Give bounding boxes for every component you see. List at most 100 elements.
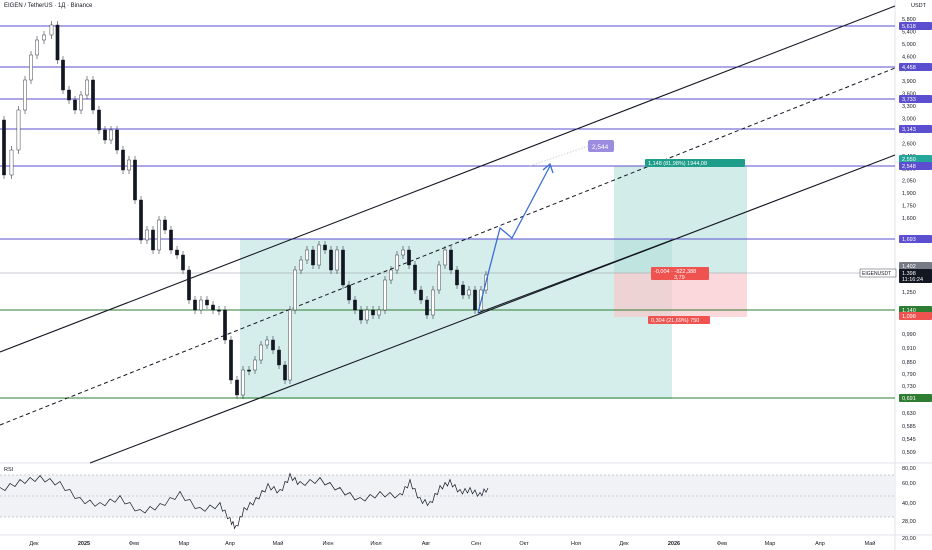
candle-body (265, 339, 269, 346)
price-level-badge-text: 2,550 (902, 157, 916, 163)
candle-body (42, 34, 46, 41)
candle-body (115, 129, 119, 151)
candle-body (139, 199, 143, 241)
price-level-badge (899, 312, 932, 320)
candle-body (277, 349, 281, 366)
symbol-title[interactable]: EIGEN / TetherUS · 1Д · Binance (4, 3, 93, 9)
price-tick-label: 3,600 (902, 92, 916, 98)
candle-body (401, 249, 405, 256)
price-level-badge (899, 275, 932, 283)
price-level-badge (899, 394, 932, 402)
price-tick-label: 0,630 (902, 411, 916, 417)
price-tick-label: 0,790 (902, 372, 916, 378)
projection-arrow (477, 145, 589, 314)
candle-body (145, 229, 149, 241)
rsi-title: RSI (4, 467, 14, 473)
candle-body (199, 299, 203, 311)
candle-body (323, 244, 327, 251)
candle-body (443, 249, 447, 266)
symbol-badge-text: EIGENUSDT (862, 271, 891, 277)
channel-lower-line (89, 154, 896, 464)
candle-body (317, 244, 321, 266)
price-tick-label: 4,600 (902, 54, 916, 60)
target-leader-line (529, 145, 589, 167)
candle-body (16, 109, 21, 151)
candle-body (163, 219, 167, 231)
candle-body (341, 249, 345, 286)
price-level-badge-text: 2,548 (902, 164, 916, 170)
target-badge (588, 140, 614, 152)
price-tick-label: 1,900 (902, 191, 916, 197)
symbol-badge (859, 268, 897, 278)
price-tick-label: 1,600 (902, 216, 916, 222)
price-tick-label: 0,910 (902, 346, 916, 352)
candle-body (181, 254, 185, 271)
target-badge-text: 2,544 (592, 144, 609, 151)
candle-body (437, 264, 441, 291)
candle-body (211, 304, 215, 311)
price-level-badge-text: 11:16:24 (902, 277, 923, 283)
candle-body (91, 79, 95, 111)
entry-label-badge (651, 267, 709, 280)
candle-body (288, 309, 292, 381)
candle-body (329, 249, 333, 271)
price-tick-label: 0,509 (902, 450, 916, 456)
time-tick-label: Фев (129, 541, 139, 547)
candle-body (377, 309, 381, 316)
candle-body (365, 309, 369, 321)
price-level-badge (899, 155, 932, 163)
candle-body (49, 24, 54, 36)
rsi-tick-label: 80,00 (902, 466, 916, 472)
candle-body (283, 364, 287, 381)
time-tick-label: Сен (471, 541, 481, 547)
candle-body (419, 289, 423, 301)
price-tick-label: 5,800 (902, 17, 916, 23)
candle-body (97, 109, 101, 131)
price-level-badge-text: 3,143 (902, 127, 916, 133)
price-level-badge (899, 95, 932, 103)
candle-body (29, 54, 33, 81)
entry-sub-label-text: 3,79 (674, 275, 685, 281)
price-level-badge (899, 22, 932, 30)
rsi-pane (0, 472, 895, 530)
price-level-badge (899, 63, 932, 71)
profit-zone (614, 166, 747, 273)
candle-body (223, 309, 227, 341)
price-tick-label: 5,000 (902, 42, 916, 48)
candle-body (383, 279, 387, 311)
candle-body (79, 94, 83, 111)
price-level-badge (899, 235, 932, 243)
rsi-tick-label: 20,00 (902, 536, 916, 542)
price-tick-label: 2,050 (902, 179, 916, 185)
price-level-badge-text: 5,618 (902, 24, 916, 30)
price-tick-label: 3,000 (902, 117, 916, 123)
price-level-badge (899, 262, 932, 270)
candle-body (157, 219, 161, 251)
price-level-badge-text: 1,402 (902, 264, 916, 270)
candle-body (467, 289, 471, 296)
time-tick-label: Фев (717, 541, 727, 547)
profit-label-text: 1,148 (81,98%) 1944,08 (648, 161, 707, 167)
range-box (240, 239, 672, 399)
candle-body (235, 379, 239, 396)
candle-body (2, 119, 6, 176)
candle-body (61, 59, 65, 91)
price-level-badge (899, 162, 932, 170)
currency-label: USDT (911, 3, 926, 9)
candlestick-series (2, 21, 488, 399)
candle-body (425, 299, 429, 316)
channel-upper-line (0, 5, 896, 353)
candle-body (247, 369, 251, 372)
candle-body (335, 249, 339, 271)
candle-body (193, 299, 197, 311)
candle-body (395, 254, 399, 271)
time-tick-label: Дек (619, 541, 629, 547)
time-tick-label: Июн (322, 541, 333, 547)
candle-body (293, 269, 297, 311)
price-tick-label: 0,990 (902, 332, 916, 338)
candle-body (73, 99, 77, 111)
candle-body (461, 284, 465, 296)
price-level-badge-text: 0,691 (902, 396, 916, 402)
